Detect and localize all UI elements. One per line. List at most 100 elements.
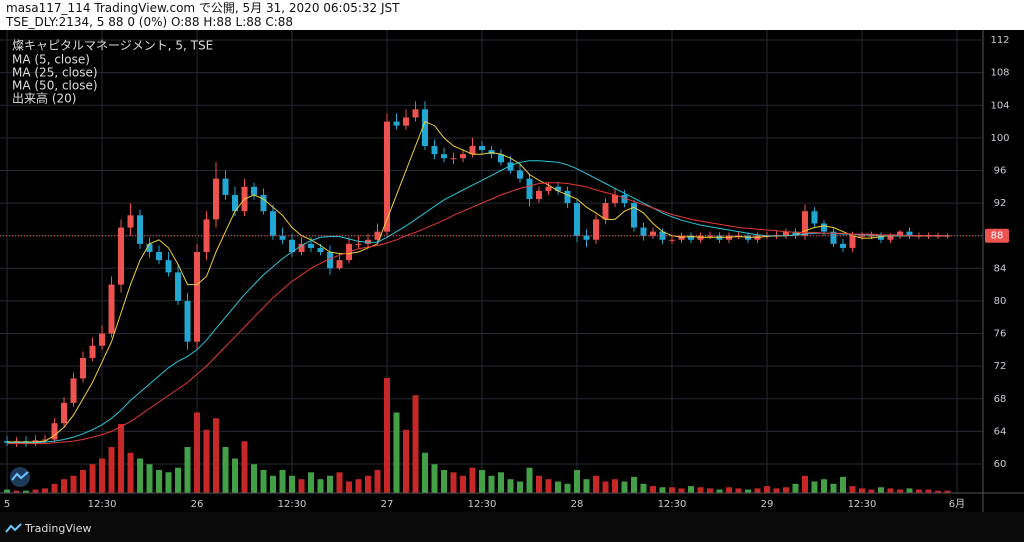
- candle-body: [175, 272, 182, 301]
- volume-bar: [4, 489, 11, 493]
- candle-body: [61, 402, 68, 424]
- candle-body: [194, 252, 201, 342]
- candle-body: [222, 178, 229, 195]
- symbol-label: 燦キャピタルマネージメント, 5, TSE: [12, 39, 213, 53]
- volume-bar: [355, 479, 362, 493]
- candle-body: [602, 203, 609, 220]
- volume-bar: [384, 378, 391, 493]
- volume-bar: [175, 467, 182, 493]
- candle-body: [649, 231, 656, 236]
- volume-bar: [507, 479, 514, 493]
- volume-bar: [251, 464, 258, 493]
- y-tick-label: 76: [994, 329, 1007, 340]
- volume-bar: [497, 472, 504, 493]
- y-tick-label: 60: [994, 459, 1007, 470]
- volume-bar: [441, 470, 448, 493]
- last-price-badge: [985, 228, 1009, 243]
- candle-body: [868, 235, 875, 237]
- y-tick-label: 100: [990, 133, 1009, 144]
- volume-bar: [127, 452, 134, 493]
- candle-body: [393, 121, 400, 126]
- volume-bar: [545, 479, 552, 493]
- candle-body: [127, 215, 134, 228]
- volume-bar: [99, 458, 106, 493]
- volume-bar: [365, 475, 372, 493]
- candle-body: [146, 243, 153, 253]
- volume-bar: [431, 464, 438, 493]
- candle-body: [479, 146, 486, 151]
- y-tick-label: 92: [994, 198, 1007, 209]
- candle-body: [782, 231, 789, 236]
- volume-bar: [906, 488, 913, 493]
- candle-body: [630, 203, 637, 228]
- volume-bar: [868, 489, 875, 493]
- volume-bar: [70, 475, 77, 493]
- volume-bar: [621, 481, 628, 493]
- volume-bar: [583, 479, 590, 493]
- candle-body: [431, 146, 438, 155]
- candle-body: [801, 211, 808, 236]
- x-tick-label: 12:30: [88, 499, 117, 510]
- candle-body: [906, 231, 913, 236]
- volume-bar: [80, 470, 87, 493]
- ma-line: [7, 182, 948, 445]
- volume-bar: [32, 489, 39, 493]
- volume-bar: [222, 447, 229, 493]
- volume-bar: [232, 458, 239, 493]
- volume-bar: [241, 441, 248, 493]
- volume-bar: [697, 487, 704, 493]
- volume-bar: [203, 429, 210, 493]
- volume-bar: [849, 486, 856, 493]
- candle-body: [213, 178, 220, 220]
- brand-icon: [5, 523, 22, 533]
- volume-bar: [137, 458, 144, 493]
- x-tick-label: 5: [4, 499, 10, 510]
- volume-bar: [374, 470, 381, 493]
- volume-bar: [877, 487, 884, 493]
- candle-body: [564, 190, 571, 204]
- volume-bar: [716, 489, 723, 493]
- candle-body: [203, 219, 210, 253]
- volume-bar: [289, 475, 296, 493]
- y-tick-label: 84: [994, 263, 1007, 274]
- candle-body: [896, 231, 903, 236]
- volume-bar: [336, 472, 343, 493]
- header: masa117_114 TradingView.com で公開, 5月 31, …: [0, 0, 1024, 30]
- volume-bar: [118, 424, 125, 493]
- candle-body: [298, 243, 305, 253]
- volume-bar: [592, 475, 599, 493]
- volume-bar: [554, 481, 561, 493]
- y-tick-label: 80: [994, 296, 1007, 307]
- volume-bar: [934, 490, 941, 493]
- volume-bar: [279, 470, 286, 493]
- candle-body: [89, 345, 96, 358]
- volume-bar: [89, 464, 96, 493]
- volume-bar: [156, 470, 163, 493]
- candle-body: [270, 211, 277, 236]
- y-tick-label: 64: [994, 426, 1007, 437]
- candle-body: [374, 231, 381, 240]
- candle-body: [422, 109, 429, 147]
- volume-bar: [13, 490, 20, 493]
- volume-bar: [317, 479, 324, 493]
- volume-bar: [194, 412, 201, 493]
- ma-line: [7, 160, 948, 444]
- candle-body: [460, 154, 467, 159]
- volume-bar: [469, 467, 476, 493]
- x-tick-label: 29: [761, 499, 774, 510]
- volume-bar: [896, 489, 903, 493]
- y-tick-label: 112: [990, 35, 1009, 46]
- volume-bar: [725, 487, 732, 493]
- candle-body: [820, 223, 827, 232]
- candle-body: [621, 194, 628, 204]
- volume-bar: [393, 412, 400, 493]
- volume-bar: [754, 488, 761, 493]
- candle-body: [668, 239, 675, 241]
- volume-bar: [925, 489, 932, 493]
- volume-bar: [763, 486, 770, 493]
- volume-bar: [213, 418, 220, 493]
- volume-bar: [630, 476, 637, 493]
- candle-body: [887, 235, 894, 240]
- candle-body: [289, 239, 296, 253]
- candle-body: [497, 154, 504, 163]
